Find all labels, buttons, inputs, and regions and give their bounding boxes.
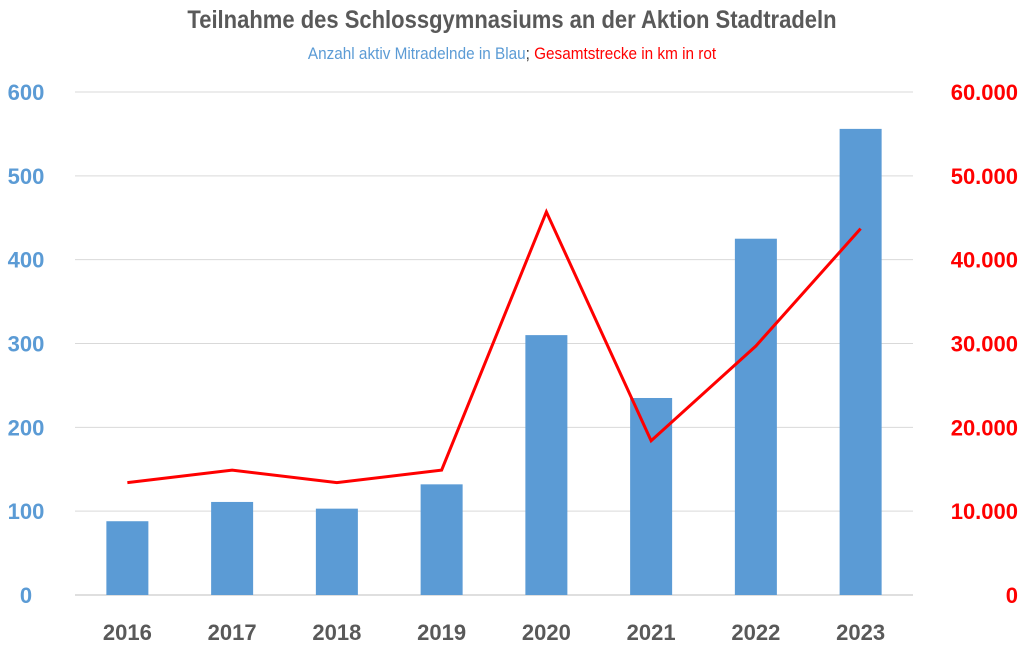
y-right-tick-label: 10.000 — [951, 499, 1018, 524]
y-left-tick-label: 500 — [8, 164, 45, 189]
y-right-tick-label: 30.000 — [951, 332, 1018, 357]
bar-2017 — [211, 501, 254, 595]
y-right-tick-label: 50.000 — [951, 164, 1018, 189]
bar-2023 — [839, 128, 882, 596]
chart-title: Teilnahme des Schlossgymnasiums an der A… — [187, 6, 837, 34]
bar-2016 — [106, 521, 149, 595]
y-left-tick-label: 600 — [8, 80, 45, 105]
y-right-tick-label: 60.000 — [951, 80, 1018, 105]
y-left-tick-label: 100 — [8, 499, 45, 524]
chart-subtitle: Anzahl aktiv Mitradelnde in Blau; Gesamt… — [51, 44, 973, 64]
bar-2019 — [420, 484, 463, 595]
line-series-distance — [127, 208, 862, 485]
y-right-tick-label: 40.000 — [951, 248, 1018, 273]
x-tick-label: 2020 — [522, 620, 571, 645]
x-tick-label: 2019 — [417, 620, 466, 645]
x-tick-label: 2016 — [103, 620, 152, 645]
y-right-tick-label: 0 — [1006, 583, 1018, 608]
y-left-tick-label: 400 — [8, 248, 45, 273]
subtitle-red: Gesamtstrecke in km in rot — [529, 44, 717, 63]
x-tick-label: 2021 — [627, 620, 676, 645]
y-left-tick-label: 300 — [8, 332, 45, 357]
y-left-tick-label: 200 — [8, 415, 45, 440]
subtitle-sep: ; — [525, 44, 530, 63]
y-left-tick-label: 0 — [20, 583, 32, 608]
x-tick-label: 2023 — [836, 620, 885, 645]
subtitle-blue: Anzahl aktiv Mitradelnde in Blau — [307, 44, 526, 63]
bar-2021 — [630, 397, 673, 595]
bar-2022 — [734, 238, 777, 596]
y-right-tick-label: 20.000 — [951, 415, 1018, 440]
x-tick-label: 2018 — [312, 620, 361, 645]
bar-2020 — [525, 335, 568, 595]
x-tick-label: 2017 — [208, 620, 257, 645]
x-tick-label: 2022 — [731, 620, 780, 645]
bar-2018 — [315, 508, 358, 595]
